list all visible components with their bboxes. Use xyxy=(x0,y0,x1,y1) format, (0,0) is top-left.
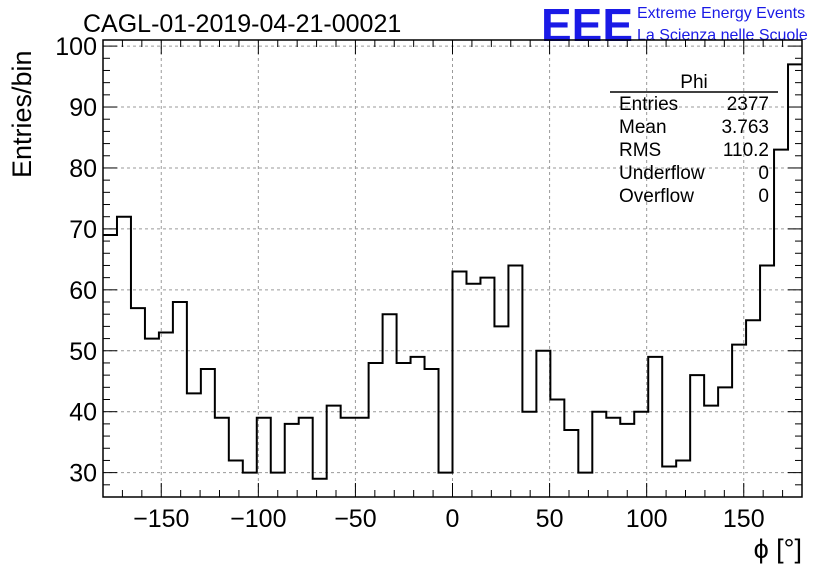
histogram-bin xyxy=(243,473,257,497)
histogram-bin xyxy=(117,217,131,497)
x-axis-label: ϕ [°] xyxy=(754,534,802,564)
histogram-outline xyxy=(103,63,802,480)
histogram-bin xyxy=(131,308,145,497)
eee-logo: EEE Extreme Energy Events La Scienza nel… xyxy=(541,0,808,51)
histogram-bin xyxy=(578,473,592,497)
histogram-bin xyxy=(397,363,411,497)
stats-title: Phi xyxy=(680,72,707,93)
stat-value: 0 xyxy=(758,163,769,184)
histogram-bin xyxy=(327,406,341,497)
stat-value: 0 xyxy=(758,186,769,207)
histogram-bin xyxy=(201,369,215,497)
y-tick-label: 50 xyxy=(69,338,97,366)
y-axis-label: Entries/bin xyxy=(7,50,37,178)
histogram-bin xyxy=(369,363,383,497)
y-axis-ticks: 30 40 50 60 70 80 90 100 xyxy=(55,33,802,498)
histogram-bin xyxy=(313,479,327,497)
histogram-bin xyxy=(145,339,159,497)
eee-logo-text: EEE xyxy=(541,0,633,51)
y-tick-label: 60 xyxy=(69,277,97,305)
run-title: CAGL-01-2019-04-21-00021 xyxy=(83,10,401,38)
y-tick-label: 30 xyxy=(69,460,97,488)
histogram-bin xyxy=(760,265,774,497)
x-tick-label: −150 xyxy=(133,505,189,533)
y-tick-label: 40 xyxy=(69,399,97,427)
histogram-bin xyxy=(383,314,397,497)
histogram-bin xyxy=(355,418,369,497)
histogram-bin xyxy=(285,424,299,497)
histogram-bin xyxy=(620,424,634,497)
histogram-bin xyxy=(508,265,522,497)
x-tick-label: −50 xyxy=(334,505,376,533)
histogram-bin xyxy=(606,418,620,497)
stat-value: 110.2 xyxy=(723,140,769,161)
stat-label: RMS xyxy=(619,140,661,161)
histogram-bin xyxy=(341,418,355,497)
stat-label: Underflow xyxy=(619,163,705,184)
plot-frame xyxy=(102,39,803,498)
x-tick-label: 0 xyxy=(446,505,460,533)
histogram-bin xyxy=(592,412,606,497)
histogram-bin xyxy=(718,387,732,497)
x-axis-ticks: −150 −100 −50 0 50 100 150 xyxy=(102,40,803,533)
histogram-bin xyxy=(564,430,578,497)
y-tick-label: 80 xyxy=(69,155,97,183)
histogram-bin xyxy=(299,418,313,497)
stat-label: Mean xyxy=(619,117,667,138)
histogram-bin xyxy=(159,332,173,497)
histogram-bin xyxy=(229,460,243,497)
histogram-bin xyxy=(271,473,285,497)
histogram-bin xyxy=(550,400,564,497)
stats-box: Phi Entries 2377 Mean 3.763 RMS 110.2 Underflo… xyxy=(610,72,778,207)
histogram-bin xyxy=(173,302,187,497)
histogram-bin xyxy=(732,345,746,497)
x-tick-label: −100 xyxy=(230,505,286,533)
histogram-bin xyxy=(634,412,648,497)
histogram-bin xyxy=(690,375,704,497)
histogram-bin xyxy=(788,64,802,497)
histogram-bin xyxy=(648,357,662,497)
histogram-bin xyxy=(103,235,117,497)
x-tick-label: 150 xyxy=(723,505,765,533)
histogram-bin xyxy=(774,150,788,497)
x-tick-label: 50 xyxy=(536,505,564,533)
eee-logo-line1: Extreme Energy Events xyxy=(637,5,805,22)
stat-label: Entries xyxy=(619,94,678,115)
stat-value: 3.763 xyxy=(721,117,769,138)
histogram-bin xyxy=(536,351,550,497)
histogram-bin xyxy=(453,272,467,497)
histogram-bin xyxy=(480,278,494,497)
histogram-bin xyxy=(746,320,760,497)
histogram-bin xyxy=(411,357,425,497)
histogram-bin xyxy=(662,467,676,497)
stat-value: 2377 xyxy=(727,94,769,115)
histogram-bin xyxy=(187,393,201,497)
histogram-bin xyxy=(522,412,536,497)
y-tick-label: 70 xyxy=(69,216,97,244)
histogram-bin xyxy=(439,473,453,497)
histogram-bin xyxy=(425,369,439,497)
y-tick-label: 90 xyxy=(69,94,97,122)
x-tick-label: 100 xyxy=(626,505,668,533)
histogram-bin xyxy=(704,406,718,497)
stat-label: Overflow xyxy=(619,186,694,207)
y-tick-label: 100 xyxy=(55,33,97,61)
histogram-bin xyxy=(676,460,690,497)
histogram-bin xyxy=(257,418,271,497)
histogram-bin xyxy=(466,284,480,497)
histogram-bin xyxy=(215,418,229,497)
histogram-bin xyxy=(494,326,508,497)
